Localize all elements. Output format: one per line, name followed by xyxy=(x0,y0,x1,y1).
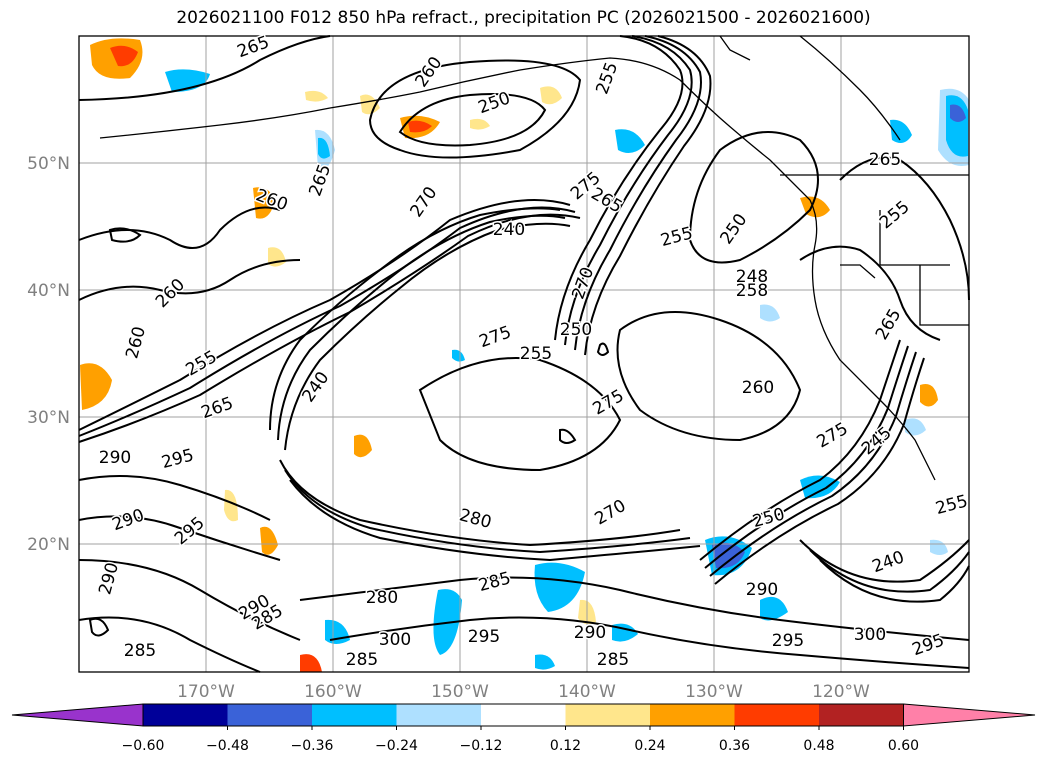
lon-label: 150°W xyxy=(431,682,489,702)
contour-label: 295 xyxy=(772,631,804,651)
contour-label: 300 xyxy=(379,630,411,650)
contour-label: 295 xyxy=(468,627,500,647)
colorbar-segment xyxy=(312,704,397,726)
coastline xyxy=(99,35,969,481)
colorbar-tick-label: −0.60 xyxy=(122,738,165,754)
lon-label: 160°W xyxy=(304,682,362,702)
colorbar-segment xyxy=(819,704,904,726)
contour-label: 240 xyxy=(493,220,525,240)
lat-label: 40°N xyxy=(27,281,70,301)
contour-label: 265 xyxy=(869,150,901,170)
precip-shading xyxy=(80,38,969,672)
contour-label: 290 xyxy=(99,448,131,468)
colorbar-frame xyxy=(142,703,904,727)
colorbar-segment xyxy=(396,704,482,726)
colorbar-tick-label: −0.24 xyxy=(375,738,418,754)
lat-label: 30°N xyxy=(27,408,70,428)
contour-label: 285 xyxy=(346,650,378,670)
contour-label: 260 xyxy=(742,378,774,398)
contour-label: 300 xyxy=(854,625,886,645)
refractivity-contours xyxy=(78,35,970,673)
latitude-labels: 50°N 40°N 30°N 20°N xyxy=(27,154,70,555)
contour-label: 280 xyxy=(366,588,398,608)
colorbar-tick-label: 0.24 xyxy=(634,738,665,754)
colorbar-tick-label: −0.12 xyxy=(460,738,503,754)
colorbar-segment xyxy=(143,704,228,726)
map-background xyxy=(79,36,969,672)
lat-label: 20°N xyxy=(27,535,70,555)
colorbar-tick-label: 0.48 xyxy=(803,738,834,754)
contour-label: 285 xyxy=(124,641,156,661)
longitude-labels: 170°W 160°W 150°W 140°W 130°W 120°W xyxy=(177,682,870,702)
map-frame xyxy=(78,35,970,673)
colorbar-tick-label: 0.36 xyxy=(719,738,750,754)
contour-label: 255 xyxy=(520,344,552,364)
colorbar: −0.60 −0.48 −0.36 −0.24 −0.12 0.12 0.24 0.36 0.4… xyxy=(11,703,1036,754)
colorbar-segment xyxy=(650,704,735,726)
colorbar-segment xyxy=(734,704,820,726)
colorbar-tick-label: −0.48 xyxy=(206,738,249,754)
colorbar-tick-label: −0.36 xyxy=(291,738,334,754)
contour-label: 258 xyxy=(736,281,768,301)
colorbar-extend-low xyxy=(11,703,144,727)
colorbar-segment xyxy=(227,704,313,726)
contour-label: 290 xyxy=(574,623,606,643)
contour-label: 285 xyxy=(597,650,629,670)
lat-label: 50°N xyxy=(27,154,70,174)
lon-label: 120°W xyxy=(812,682,870,702)
contour-label: 250 xyxy=(560,320,592,340)
lon-label: 140°W xyxy=(558,682,616,702)
colorbar-tick-label: 0.60 xyxy=(888,738,919,754)
map-title: 2026021100 F012 850 hPa refract., precip… xyxy=(176,8,871,28)
colorbar-segment xyxy=(565,704,651,726)
contour-label: 248 xyxy=(736,267,768,287)
colorbar-segment xyxy=(481,704,566,726)
lon-label: 170°W xyxy=(177,682,235,702)
contour-label: 290 xyxy=(746,580,778,600)
colorbar-extend-high xyxy=(903,703,1036,727)
lon-label: 130°W xyxy=(685,682,743,702)
colorbar-tick-label: 0.12 xyxy=(550,738,581,754)
